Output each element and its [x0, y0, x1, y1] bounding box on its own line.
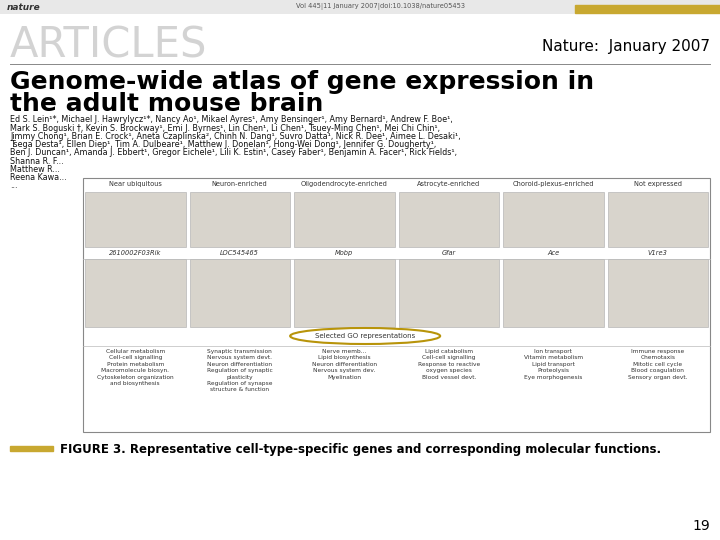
- Text: Gfar: Gfar: [441, 250, 456, 256]
- Bar: [503, 192, 603, 247]
- Text: Tsega Desta¹, Ellen Diep¹, Tim A. Dulbeare¹, Matthew J. Donelan¹, Hong-Wei Dong¹: Tsega Desta¹, Ellen Diep¹, Tim A. Dulbea…: [10, 140, 436, 149]
- Bar: [189, 259, 290, 327]
- Text: FIGURE 3. Representative cell-type-specific genes and corresponding molecular fu: FIGURE 3. Representative cell-type-speci…: [60, 442, 661, 456]
- Text: Shanna R. F...: Shanna R. F...: [10, 157, 63, 165]
- Text: Selected GO representations: Selected GO representations: [315, 333, 415, 339]
- Bar: [398, 192, 499, 247]
- Bar: [10, 446, 53, 451]
- Bar: [608, 192, 708, 247]
- Text: Mobp: Mobp: [335, 250, 354, 256]
- Text: V1re3: V1re3: [648, 250, 667, 256]
- Text: Reena Kawa...: Reena Kawa...: [10, 173, 67, 182]
- Text: Astrocyte-enriched: Astrocyte-enriched: [417, 181, 480, 187]
- Bar: [0, 0, 720, 14]
- Text: Ion transport
Vitamin metabolism
Lipid transport
Proteolysis
Eye morphogenesis: Ion transport Vitamin metabolism Lipid t…: [523, 349, 582, 380]
- Text: Nerve memb...
Lipid biosynthesis
Neuron differentiation
Nervous system dev.
Myel: Nerve memb... Lipid biosynthesis Neuron …: [312, 349, 377, 380]
- Text: Near ubiquitous: Near ubiquitous: [109, 181, 162, 187]
- Text: the adult mouse brain: the adult mouse brain: [10, 92, 323, 116]
- Text: Matthew R...: Matthew R...: [10, 165, 60, 174]
- Text: nature: nature: [7, 3, 41, 11]
- Bar: [608, 259, 708, 327]
- Text: Mark S. Boguski †, Kevin S. Brockway¹, Emi J. Byrnes¹, Lin Chen¹, Li Chen¹, Tsue: Mark S. Boguski †, Kevin S. Brockway¹, E…: [10, 124, 440, 133]
- Text: Cellular metabolism
Cell-cell signalling
Protein metabolism
Macromolecule biosyn: Cellular metabolism Cell-cell signalling…: [97, 349, 174, 386]
- Text: Synaptic transmission
Nervous system devt.
Neuron differentiation
Regulation of : Synaptic transmission Nervous system dev…: [207, 349, 273, 393]
- Bar: [575, 5, 720, 13]
- Text: Genome-wide atlas of gene expression in: Genome-wide atlas of gene expression in: [10, 70, 594, 94]
- Text: LOC545465: LOC545465: [220, 250, 259, 256]
- Text: Not expressed: Not expressed: [634, 181, 682, 187]
- Bar: [503, 259, 603, 327]
- Text: Immune response
Chemotaxis
Mitotic cell cycle
Blood coagulation
Sensory organ de: Immune response Chemotaxis Mitotic cell …: [628, 349, 688, 380]
- Bar: [85, 192, 186, 247]
- Text: 19: 19: [692, 519, 710, 533]
- Bar: [294, 192, 395, 247]
- Text: ARTICLES: ARTICLES: [10, 25, 207, 67]
- Bar: [294, 259, 395, 327]
- Text: ...: ...: [10, 181, 17, 190]
- Text: Ace: Ace: [547, 250, 559, 256]
- Text: Ed S. Lein¹*, Michael J. Hawrylycz¹*, Nancy Ao¹, Mikael Ayres¹, Amy Bensinger¹, : Ed S. Lein¹*, Michael J. Hawrylycz¹*, Na…: [10, 116, 453, 125]
- Text: Vol 445|11 January 2007|doi:10.1038/nature05453: Vol 445|11 January 2007|doi:10.1038/natu…: [295, 3, 464, 10]
- Bar: [189, 192, 290, 247]
- Text: Ben J. Duncan¹, Amanda J. Ebbert¹, Gregor Eichele¹, Lili K. Estin¹, Casey Faber¹: Ben J. Duncan¹, Amanda J. Ebbert¹, Grego…: [10, 148, 457, 157]
- Text: Choroid-plexus-enriched: Choroid-plexus-enriched: [513, 181, 594, 187]
- Bar: [85, 259, 186, 327]
- Text: Nature:  January 2007: Nature: January 2007: [542, 38, 710, 53]
- Text: Neuron-enriched: Neuron-enriched: [212, 181, 268, 187]
- Text: 2610002F03Rik: 2610002F03Rik: [109, 250, 161, 256]
- Text: Oligodendrocyte-enriched: Oligodendrocyte-enriched: [301, 181, 387, 187]
- Text: Jimmy Chong¹, Brian E. Crock¹, Aneta Czaplinska², Chinh N. Dang¹, Suvro Datta¹, : Jimmy Chong¹, Brian E. Crock¹, Aneta Cza…: [10, 132, 461, 141]
- Bar: [398, 259, 499, 327]
- Bar: [83, 178, 710, 432]
- Text: Lipid catabolism
Cell-cell signalling
Response to reactive
oxygen species
Blood : Lipid catabolism Cell-cell signalling Re…: [418, 349, 480, 380]
